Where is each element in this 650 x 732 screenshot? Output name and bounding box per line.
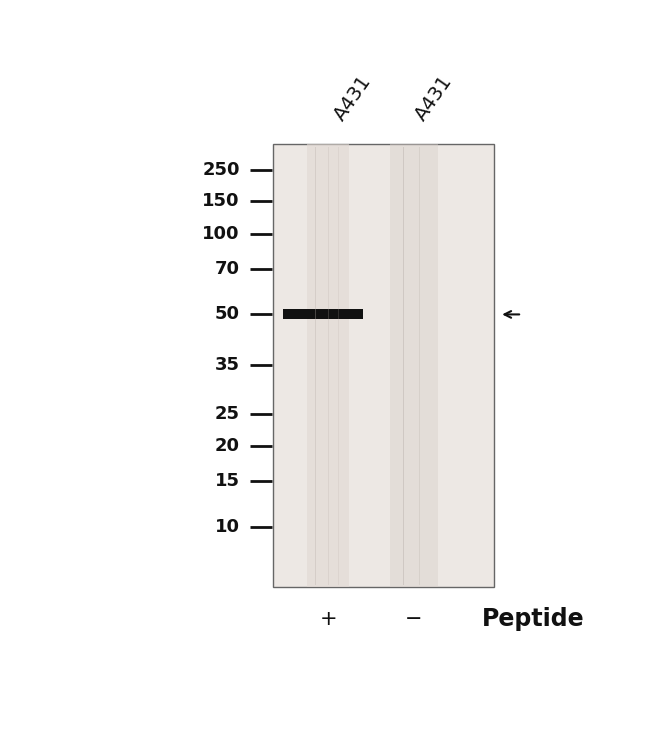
Text: 10: 10 bbox=[215, 518, 240, 537]
Text: Peptide: Peptide bbox=[482, 607, 584, 631]
Text: 35: 35 bbox=[215, 356, 240, 374]
Bar bbox=[273, 144, 494, 586]
Bar bbox=[283, 310, 363, 319]
Bar bbox=[390, 144, 437, 586]
Text: A431: A431 bbox=[411, 72, 456, 124]
Text: 20: 20 bbox=[215, 437, 240, 455]
Text: 250: 250 bbox=[202, 160, 240, 179]
Text: 15: 15 bbox=[215, 471, 240, 490]
Text: A431: A431 bbox=[331, 72, 375, 124]
Text: 70: 70 bbox=[215, 261, 240, 278]
Text: 25: 25 bbox=[215, 405, 240, 422]
Text: 150: 150 bbox=[202, 192, 240, 209]
Text: 50: 50 bbox=[215, 305, 240, 324]
Bar bbox=[307, 144, 350, 586]
Text: −: − bbox=[405, 609, 422, 629]
Text: 100: 100 bbox=[202, 225, 240, 243]
Text: +: + bbox=[319, 609, 337, 629]
